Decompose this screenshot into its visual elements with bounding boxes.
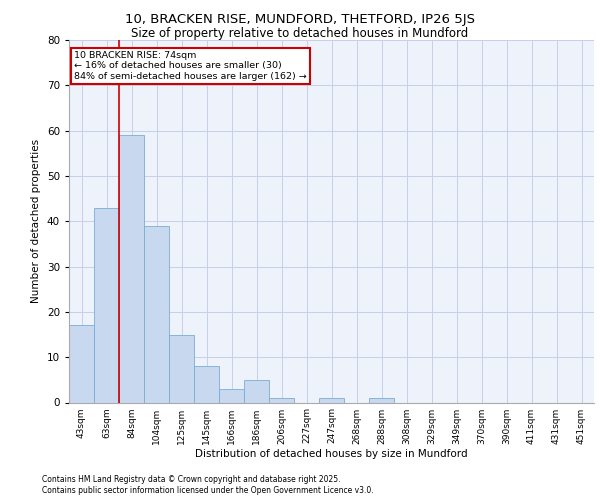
Bar	[169, 334, 194, 402]
X-axis label: Distribution of detached houses by size in Mundford: Distribution of detached houses by size …	[195, 450, 468, 460]
Text: 10, BRACKEN RISE, MUNDFORD, THETFORD, IP26 5JS: 10, BRACKEN RISE, MUNDFORD, THETFORD, IP…	[125, 12, 475, 26]
Bar	[219, 389, 244, 402]
Text: Contains public sector information licensed under the Open Government Licence v3: Contains public sector information licen…	[42, 486, 374, 495]
Text: 10 BRACKEN RISE: 74sqm
← 16% of detached houses are smaller (30)
84% of semi-det: 10 BRACKEN RISE: 74sqm ← 16% of detached…	[74, 51, 307, 80]
Bar	[269, 398, 294, 402]
Bar	[369, 398, 394, 402]
Bar	[194, 366, 219, 403]
Bar	[244, 380, 269, 402]
Text: Size of property relative to detached houses in Mundford: Size of property relative to detached ho…	[131, 28, 469, 40]
Text: Contains HM Land Registry data © Crown copyright and database right 2025.: Contains HM Land Registry data © Crown c…	[42, 475, 341, 484]
Bar	[69, 326, 94, 402]
Bar	[319, 398, 344, 402]
Bar	[144, 226, 169, 402]
Y-axis label: Number of detached properties: Number of detached properties	[31, 139, 41, 304]
Bar	[94, 208, 119, 402]
Bar	[119, 135, 144, 402]
